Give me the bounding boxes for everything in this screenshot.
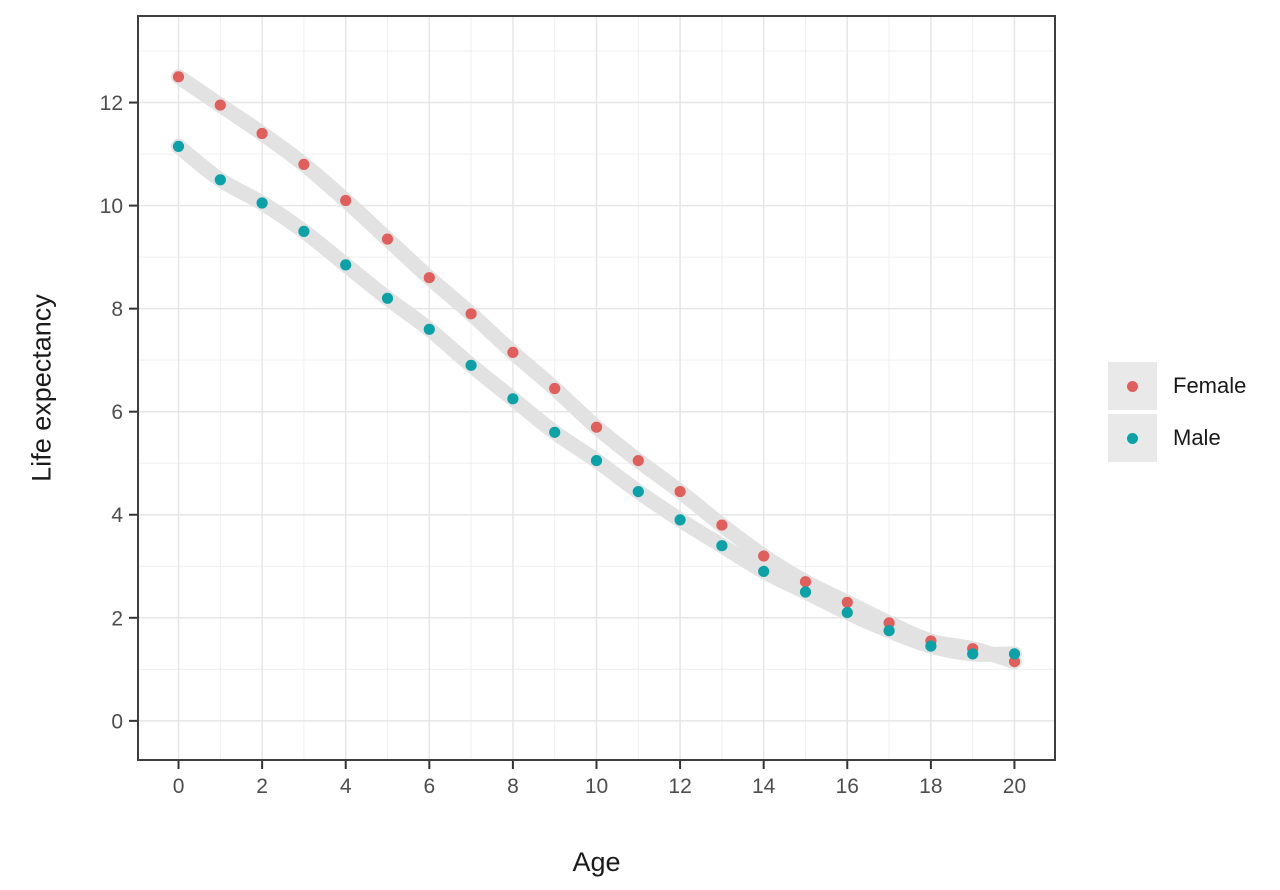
x-axis-title: Age <box>572 847 621 877</box>
data-point-male <box>1008 648 1021 660</box>
x-tick-label: 6 <box>423 775 435 798</box>
data-point-male <box>674 514 686 526</box>
x-tick-label: 8 <box>507 775 519 798</box>
data-point-female <box>632 455 644 467</box>
legend-label-male: Male <box>1173 425 1221 450</box>
data-point-male <box>256 197 268 209</box>
x-tick-label: 16 <box>836 775 859 798</box>
data-point-female <box>340 194 352 207</box>
data-point-female <box>172 71 185 83</box>
data-point-female <box>1008 656 1021 668</box>
data-point-female <box>841 596 853 608</box>
legend-key-female <box>1108 362 1157 410</box>
data-point-male <box>549 426 561 438</box>
x-axis: 0 2 4 6 8 10 12 14 16 18 20 <box>173 761 1026 798</box>
data-point-female <box>758 550 770 562</box>
data-point-male <box>590 455 603 467</box>
data-point-female <box>883 617 895 629</box>
x-tick-label: 18 <box>919 775 942 798</box>
x-tick-label: 20 <box>1003 775 1026 798</box>
data-point-female <box>381 233 394 245</box>
data-point-female <box>256 127 268 140</box>
data-point-male <box>381 292 394 304</box>
data-point-male <box>423 323 435 335</box>
data-point-male <box>632 486 644 498</box>
data-point-male <box>172 140 185 152</box>
data-point-female <box>507 346 519 358</box>
legend-item-male: Male <box>1108 414 1246 462</box>
legend-label-female: Female <box>1173 373 1247 398</box>
y-axis-title: Life expectancy <box>26 294 57 482</box>
data-point-female <box>590 421 603 433</box>
data-point-male <box>883 625 895 637</box>
legend-item-female: Female <box>1108 362 1246 410</box>
data-point-male <box>758 565 770 578</box>
x-tick-label: 14 <box>752 775 776 798</box>
data-point-female <box>298 158 310 170</box>
male-point-icon <box>1127 432 1138 444</box>
grid-major <box>138 16 1055 760</box>
data-point-male <box>465 359 477 371</box>
points-male <box>172 140 1021 660</box>
data-point-male <box>507 393 519 405</box>
x-tick-label: 4 <box>340 775 352 798</box>
x-tick-label: 10 <box>585 775 608 798</box>
data-point-male <box>214 174 226 186</box>
legend-key-male <box>1108 414 1157 462</box>
y-tick-label: 8 <box>111 298 123 321</box>
data-point-male <box>340 259 352 271</box>
data-point-female <box>799 576 812 588</box>
y-tick-label: 4 <box>111 504 123 527</box>
y-tick-label: 2 <box>111 607 123 630</box>
x-tick-label: 2 <box>256 775 268 798</box>
y-tick-label: 10 <box>100 195 123 218</box>
data-point-female <box>716 519 728 531</box>
data-point-female <box>549 382 561 395</box>
data-point-female <box>423 272 435 284</box>
data-point-male <box>298 225 310 237</box>
data-point-female <box>214 99 226 111</box>
legend: Female Male <box>1108 362 1246 466</box>
data-point-male <box>716 540 728 552</box>
data-point-female <box>465 308 477 320</box>
data-point-male <box>967 648 979 660</box>
female-point-icon <box>1127 380 1138 392</box>
data-point-male <box>925 640 937 652</box>
y-axis: 0 2 4 6 8 10 12 <box>100 92 137 733</box>
data-point-female <box>674 486 686 498</box>
data-point-male <box>799 586 812 598</box>
data-point-male <box>841 607 853 619</box>
panel-border <box>137 15 1056 761</box>
x-tick-label: 0 <box>173 775 185 798</box>
y-tick-label: 0 <box>111 710 123 733</box>
y-tick-label: 6 <box>111 401 123 424</box>
y-tick-label: 12 <box>100 92 123 115</box>
x-tick-label: 12 <box>668 775 691 798</box>
